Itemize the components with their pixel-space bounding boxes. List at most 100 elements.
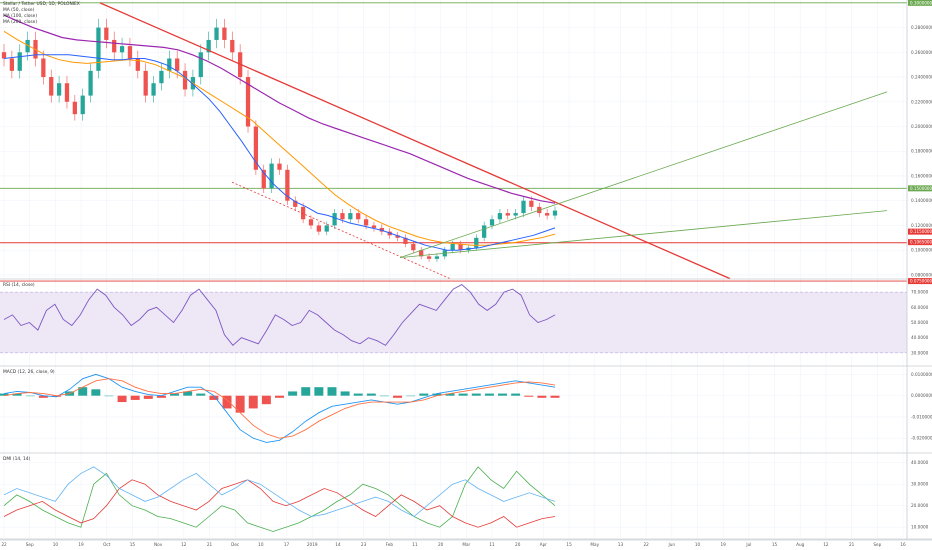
y-tick-label: -0.0100000 bbox=[911, 414, 932, 419]
candle-body bbox=[1, 52, 7, 59]
y-tick-label: 0.0000000 bbox=[911, 393, 932, 398]
macd-title[interactable]: MACD (12, 26, close, 9) bbox=[3, 370, 55, 375]
rsi-title[interactable]: RSI (14, close) bbox=[3, 283, 35, 288]
macd-histogram-bar bbox=[143, 395, 153, 399]
y-tick-label: 0.1600000 bbox=[911, 173, 932, 178]
price-badge-label: 0.3000000 bbox=[910, 0, 932, 5]
symbol-title[interactable]: Stellar / Tether USD, 1D, POLONIEX bbox=[3, 2, 80, 7]
macd-histogram-bar bbox=[419, 393, 429, 396]
price-badge-label: 0.0750000 bbox=[910, 279, 932, 284]
macd-histogram-bar bbox=[104, 395, 114, 397]
candle-body bbox=[497, 213, 503, 220]
macd-histogram-bar bbox=[275, 395, 284, 398]
x-tick-label: Feb bbox=[386, 542, 394, 547]
rsi-band bbox=[0, 292, 907, 353]
price-badge bbox=[908, 0, 932, 6]
y-tick-label: 40.0000 bbox=[911, 335, 929, 340]
y-tick-label: 0.1000000 bbox=[911, 248, 932, 253]
candle-body bbox=[159, 70, 164, 84]
candle-body bbox=[143, 70, 148, 96]
rsi-pane bbox=[0, 284, 907, 354]
candle-body bbox=[88, 70, 93, 96]
x-tick-label: 20 bbox=[515, 542, 521, 547]
candle-body bbox=[529, 200, 534, 207]
macd-histogram-bar bbox=[498, 393, 508, 396]
x-tick-label: 10 bbox=[258, 542, 264, 547]
macd-histogram-bar bbox=[445, 393, 455, 396]
x-tick-label: Nov bbox=[154, 542, 163, 547]
x-tick-label: 11 bbox=[489, 542, 495, 547]
x-tick-label: 23 bbox=[361, 542, 367, 547]
macd-histogram-bar bbox=[340, 391, 350, 396]
candle-body bbox=[403, 237, 408, 244]
x-tick-label: Oct bbox=[103, 542, 111, 547]
macd-histogram-bar bbox=[366, 393, 376, 396]
candle-body bbox=[104, 27, 109, 40]
candle-body bbox=[308, 219, 314, 226]
candle-body bbox=[41, 58, 46, 78]
macd-histogram-bar bbox=[314, 387, 324, 396]
price-badge bbox=[908, 228, 932, 235]
macd-histogram-bar bbox=[406, 395, 416, 397]
price-badge bbox=[908, 278, 932, 285]
candle-body bbox=[112, 39, 117, 53]
candle-body bbox=[261, 169, 266, 189]
candle-body bbox=[379, 227, 384, 232]
dmi-plus-line bbox=[3, 466, 556, 532]
candle-body bbox=[119, 46, 125, 53]
macd-histogram-bar bbox=[511, 393, 521, 396]
candle-body bbox=[285, 169, 290, 201]
candle-body bbox=[269, 163, 274, 189]
candle-body bbox=[395, 235, 400, 238]
x-tick-label: Jun bbox=[668, 542, 676, 547]
macd-histogram-bar bbox=[432, 393, 442, 396]
macd-histogram-bar bbox=[379, 395, 389, 397]
ma100-legend[interactable]: MA (100, close) bbox=[3, 14, 38, 19]
dmi-title[interactable]: DMI (14, 14) bbox=[3, 457, 31, 462]
y-tick-label: 0.2800000 bbox=[911, 25, 932, 30]
y-tick-label: 0.0100000 bbox=[911, 372, 932, 377]
candle-body bbox=[505, 213, 510, 216]
candle-body bbox=[434, 256, 440, 259]
candle-body bbox=[552, 210, 558, 216]
x-tick-label: 21 bbox=[849, 542, 855, 547]
macd-histogram-bar bbox=[353, 393, 363, 396]
y-tick-label: 0.1400000 bbox=[911, 198, 932, 203]
signal-line bbox=[3, 378, 556, 439]
candle-body bbox=[348, 213, 353, 220]
macd-histogram-bar bbox=[130, 395, 140, 400]
rsi-line bbox=[3, 284, 556, 346]
x-tick-label: 15 bbox=[130, 542, 136, 547]
x-tick-label: 10 bbox=[53, 542, 59, 547]
candle-body bbox=[9, 58, 15, 71]
price-badge bbox=[908, 239, 932, 246]
candle-body bbox=[25, 39, 30, 53]
ma200-legend[interactable]: MA (200, close) bbox=[3, 20, 38, 25]
y-tick-label: 0.2600000 bbox=[911, 50, 932, 55]
candle-body bbox=[96, 27, 101, 71]
candle-body bbox=[300, 206, 306, 220]
y-tick-label: 0.2200000 bbox=[911, 99, 932, 104]
x-tick-label: 15 bbox=[566, 542, 572, 547]
x-tick-label: Aug bbox=[796, 542, 805, 547]
x-tick-label: 15 bbox=[772, 542, 778, 547]
dotted-trend-line bbox=[231, 181, 451, 279]
ma200-line bbox=[3, 14, 556, 204]
macd-histogram-bar bbox=[183, 391, 193, 396]
macd-histogram-bar bbox=[550, 395, 560, 398]
candle-body bbox=[363, 219, 369, 226]
macd-histogram-bar bbox=[156, 395, 166, 398]
macd-line bbox=[3, 373, 556, 443]
candle-body bbox=[198, 52, 203, 78]
ma50-legend[interactable]: MA (50, close) bbox=[3, 8, 35, 13]
macd-histogram-bar bbox=[196, 393, 206, 396]
macd-pane bbox=[0, 373, 560, 443]
candle-body bbox=[324, 225, 329, 232]
macd-histogram-bar bbox=[327, 387, 337, 396]
candle-body bbox=[513, 213, 518, 216]
y-tick-label: 40.0000 bbox=[911, 460, 929, 465]
price-badge-label: 0.1065000 bbox=[910, 240, 932, 245]
x-tick-label: 2019 bbox=[307, 542, 318, 547]
candle-body bbox=[450, 243, 455, 251]
x-tick-label: 12 bbox=[181, 542, 187, 547]
